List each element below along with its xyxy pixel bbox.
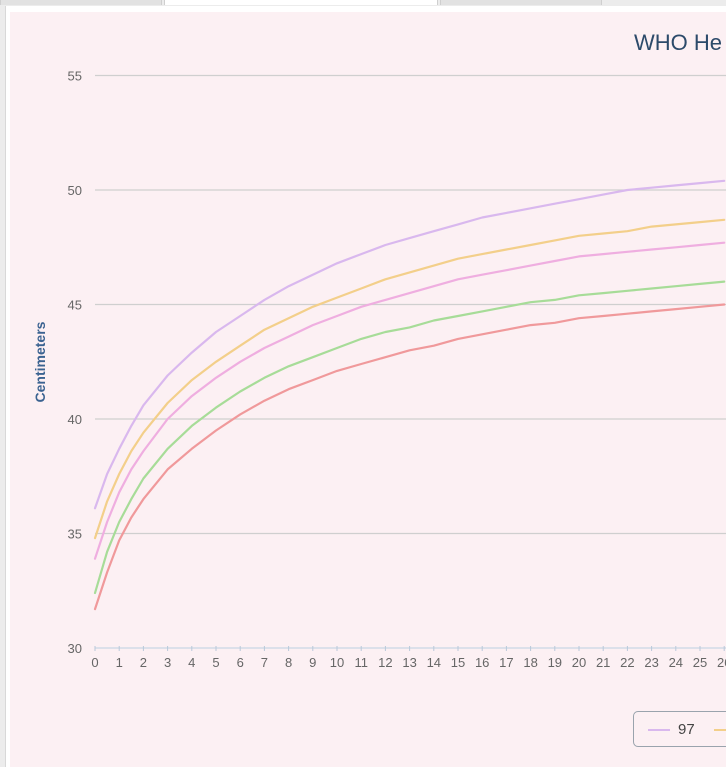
x-tick-label: 12 — [378, 655, 392, 670]
x-tick-label: 17 — [499, 655, 513, 670]
y-tick-label: 30 — [68, 641, 82, 656]
x-tick-label: 6 — [237, 655, 244, 670]
x-tick-label: 25 — [693, 655, 707, 670]
legend-label-97: 97 — [678, 721, 695, 738]
x-tick-label: 7 — [261, 655, 268, 670]
x-tick-label: 26 — [717, 655, 726, 670]
x-tick-label: 19 — [548, 655, 562, 670]
y-tick-label: 35 — [68, 527, 82, 542]
x-tick-label: 24 — [669, 655, 683, 670]
tab-1[interactable] — [0, 0, 162, 5]
x-tick-label: 1 — [116, 655, 123, 670]
series-line-4 — [93, 280, 726, 595]
x-tick-label: 23 — [644, 655, 658, 670]
x-tick-label: 9 — [309, 655, 316, 670]
series-line-2 — [93, 218, 726, 540]
x-tick-label: 3 — [164, 655, 171, 670]
tab-3[interactable] — [440, 0, 602, 5]
x-tick-label: 18 — [523, 655, 537, 670]
x-tick-label: 10 — [330, 655, 344, 670]
x-tick-label: 11 — [354, 655, 368, 670]
legend-swatch-97 — [648, 729, 670, 731]
x-tick-label: 0 — [91, 655, 98, 670]
chart-title: WHO He — [634, 30, 722, 55]
legend: 97 — [633, 711, 726, 747]
series-line-1 — [93, 179, 726, 510]
x-tick-label: 21 — [596, 655, 610, 670]
x-tick-label: 8 — [285, 655, 292, 670]
x-tick-label: 14 — [427, 655, 441, 670]
tab-2[interactable] — [164, 0, 438, 5]
x-tick-label: 2 — [140, 655, 147, 670]
y-axis-label: Centimeters — [32, 321, 48, 403]
x-tick-label: 15 — [451, 655, 465, 670]
y-tick-label: 45 — [68, 298, 82, 313]
chart-area — [10, 12, 726, 767]
y-tick-label: 40 — [68, 412, 82, 427]
y-tick-label: 50 — [68, 183, 82, 198]
series-line-3 — [93, 241, 726, 560]
x-tick-label: 20 — [572, 655, 586, 670]
legend-swatch-next — [714, 729, 726, 731]
x-tick-label: 22 — [620, 655, 634, 670]
x-tick-label: 13 — [402, 655, 416, 670]
x-tick-label: 5 — [212, 655, 219, 670]
x-tick-label: 16 — [475, 655, 489, 670]
y-tick-label: 55 — [68, 69, 82, 84]
series-line-5 — [93, 303, 726, 611]
x-tick-label: 4 — [188, 655, 195, 670]
